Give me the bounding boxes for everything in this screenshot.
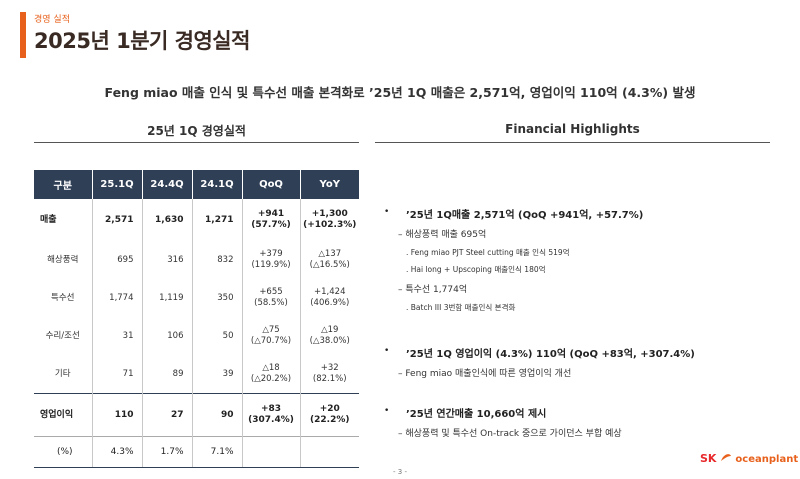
value-24-1q: 350 bbox=[192, 279, 243, 317]
headline: Feng miao 매출 인식 및 특수선 매출 본격화로 ’25년 1Q 매출… bbox=[104, 85, 696, 100]
value-24-4q: 1.7% bbox=[142, 436, 193, 468]
header-subtitle: 경영 실적 bbox=[34, 15, 70, 25]
highlight-revenue-detail: . Batch III 3번함 매출인식 본격화 bbox=[406, 303, 516, 312]
bullet-icon: • bbox=[384, 207, 390, 217]
value-yoy: +32 (82.1%) bbox=[312, 363, 347, 384]
table-row-other: 기타 71 89 39 △18 (△20.2%) +32 (82.1%) bbox=[34, 355, 359, 394]
value-qoq: △18 (△20.2%) bbox=[242, 355, 301, 394]
highlight-annual-guidance: ’25년 연간매출 10,660억 제시 bbox=[406, 409, 547, 420]
section-divider-right bbox=[375, 142, 770, 143]
value-yoy: +1,424 (406.9%) bbox=[310, 287, 350, 308]
table-row-special-ships: 특수선 1,774 1,119 350 +655 (58.5%) +1,424 (4… bbox=[34, 279, 359, 317]
row-label: 해상풍력 bbox=[34, 241, 93, 279]
value-25-1q: 4.3% bbox=[92, 436, 143, 468]
value-qoq bbox=[242, 436, 301, 468]
value-24-4q: 89 bbox=[142, 355, 193, 394]
highlight-annual-guidance-detail: – 해상풍력 및 특수선 On-track 중으로 가이던스 부합 예상 bbox=[398, 429, 622, 439]
bullet-icon: • bbox=[384, 406, 390, 416]
row-label: 기타 bbox=[34, 355, 93, 394]
value-25-1q: 2,571 bbox=[92, 198, 143, 241]
value-yoy bbox=[300, 436, 359, 468]
header-25-1q: 25.1Q bbox=[92, 170, 143, 199]
value-yoy: +20 (22.2%) bbox=[300, 393, 359, 437]
value-24-1q: 1,271 bbox=[192, 198, 243, 241]
value-qoq: +655 (58.5%) bbox=[242, 279, 301, 317]
row-label: 매출 bbox=[34, 198, 93, 241]
value-25-1q: 71 bbox=[92, 355, 143, 394]
value-24-1q: 832 bbox=[192, 241, 243, 279]
row-label: 영업이익 bbox=[34, 393, 93, 437]
company-logo: SK oceanplant bbox=[700, 452, 798, 465]
table-row-repair-shipbuilding: 수리/조선 31 106 50 △75 (△70.7%) △19 (△38.0%) bbox=[34, 317, 359, 355]
value-qoq: +379 (119.9%) bbox=[242, 241, 301, 279]
row-label: (%) bbox=[34, 436, 93, 468]
table-row-operating-profit: 영업이익 110 27 90 +83 (307.4%) +20 (22.2%) bbox=[34, 393, 359, 437]
section-title-highlights: Financial Highlights bbox=[505, 122, 640, 136]
header-24-4q: 24.4Q bbox=[142, 170, 193, 199]
value-yoy: △19 (△38.0%) bbox=[309, 325, 350, 346]
row-label: 특수선 bbox=[34, 279, 93, 317]
logo-sk: SK bbox=[700, 452, 717, 465]
section-title-results: 25년 1Q 경영실적 bbox=[147, 124, 246, 138]
highlight-revenue-detail: . Feng miao PJT Steel cutting 매출 인식 519억 bbox=[406, 248, 570, 257]
value-qoq: +941 (57.7%) bbox=[242, 198, 301, 241]
header-yoy: YoY bbox=[300, 170, 359, 199]
value-yoy: +1,300 (+102.3%) bbox=[300, 198, 359, 241]
value-24-4q: 1,630 bbox=[142, 198, 193, 241]
header-24-1q: 24.1Q bbox=[192, 170, 243, 199]
highlight-revenue-special-ships: – 특수선 1,774억 bbox=[398, 285, 468, 295]
row-label: 수리/조선 bbox=[34, 317, 93, 355]
value-25-1q: 31 bbox=[92, 317, 143, 355]
value-25-1q: 1,774 bbox=[92, 279, 143, 317]
value-24-1q: 39 bbox=[192, 355, 243, 394]
header-accent-bar bbox=[20, 12, 26, 58]
value-24-4q: 27 bbox=[142, 393, 193, 437]
butterfly-icon bbox=[720, 454, 731, 461]
section-divider-left bbox=[34, 142, 359, 143]
value-25-1q: 695 bbox=[92, 241, 143, 279]
results-table: 구분 25.1Q 24.4Q 24.1Q QoQ YoY 매출 2,571 1,… bbox=[34, 170, 359, 468]
highlight-revenue: ’25년 1Q매출 2,571억 (QoQ +941억, +57.7%) bbox=[406, 210, 644, 221]
value-yoy: △137 (△16.5%) bbox=[309, 249, 350, 270]
value-25-1q: 110 bbox=[92, 393, 143, 437]
value-24-4q: 1,119 bbox=[142, 279, 193, 317]
table-row-margin: (%) 4.3% 1.7% 7.1% bbox=[34, 436, 359, 468]
highlight-operating-profit-detail: – Feng miao 매출인식에 따른 영업이익 개선 bbox=[398, 369, 572, 379]
table-row-offshore-wind: 해상풍력 695 316 832 +379 (119.9%) △137 (△16.5… bbox=[34, 241, 359, 279]
value-24-1q: 7.1% bbox=[192, 436, 243, 468]
highlight-revenue-offshore: – 해상풍력 매출 695억 bbox=[398, 230, 487, 240]
value-24-4q: 106 bbox=[142, 317, 193, 355]
value-qoq: +83 (307.4%) bbox=[242, 393, 301, 437]
bullet-icon: • bbox=[384, 346, 390, 356]
value-24-1q: 90 bbox=[192, 393, 243, 437]
value-24-1q: 50 bbox=[192, 317, 243, 355]
value-24-4q: 316 bbox=[142, 241, 193, 279]
page-number: - 3 - bbox=[393, 468, 407, 476]
table-header-row: 구분 25.1Q 24.4Q 24.1Q QoQ YoY bbox=[34, 170, 359, 199]
page-title: 2025년 1분기 경영실적 bbox=[34, 29, 250, 53]
highlight-operating-profit: ’25년 1Q 영업이익 (4.3%) 110억 (QoQ +83억, +307… bbox=[406, 349, 695, 360]
logo-text: oceanplant bbox=[735, 454, 799, 465]
header-category: 구분 bbox=[34, 170, 93, 199]
table-row-revenue: 매출 2,571 1,630 1,271 +941 (57.7%) +1,300(… bbox=[34, 198, 359, 241]
header-qoq: QoQ bbox=[242, 170, 301, 199]
value-qoq: △75 (△70.7%) bbox=[242, 317, 301, 355]
highlight-revenue-detail: . Hai long + Upscoping 매출인식 180억 bbox=[406, 265, 546, 274]
